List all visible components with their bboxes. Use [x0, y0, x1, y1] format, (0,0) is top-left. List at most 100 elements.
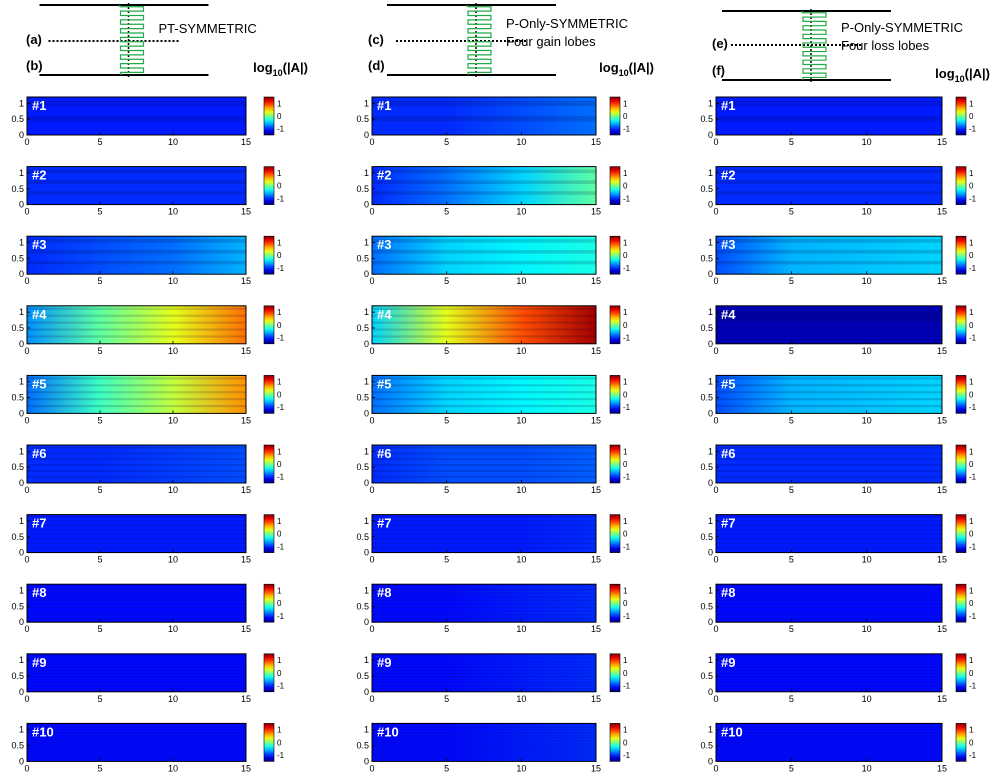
field-fringe [27, 688, 246, 690]
field-fringe [716, 617, 942, 619]
field-fringe [372, 588, 596, 590]
y-tick-label: 0 [708, 269, 713, 279]
x-tick-label: 5 [444, 624, 449, 634]
field-fringe [372, 391, 596, 394]
colorbar-tick-label: -1 [969, 473, 977, 482]
heatmap-field [372, 445, 596, 483]
y-tick-label: 0.5 [11, 462, 24, 472]
mode-label: #1 [721, 98, 735, 113]
colorbar-tick-label: 0 [277, 321, 282, 330]
colorbar [263, 653, 275, 693]
x-tick-label: 15 [591, 346, 601, 356]
field-fringe [716, 729, 942, 731]
heatmap-field [27, 584, 246, 623]
field-fringe [716, 452, 942, 455]
y-tick-label: 0 [19, 269, 24, 279]
field-fringe [716, 547, 942, 549]
field-fringe [27, 470, 246, 472]
colorbar-tick-label: -1 [277, 612, 285, 621]
field-fringe [27, 752, 246, 754]
heatmap-frame [26, 305, 247, 345]
field-fringe [372, 599, 596, 601]
x-tick-label: 0 [713, 485, 718, 495]
field-fringe [372, 239, 596, 243]
colorbar [955, 305, 967, 345]
x-tick-label: 10 [862, 415, 872, 425]
y-tick-label: 0.5 [700, 184, 713, 194]
y-tick-label: 1 [364, 655, 369, 665]
colorbar-tick-label: 1 [969, 517, 974, 526]
schematic-label: P-Only-SYMMETRIC [841, 20, 963, 35]
colorbar-tick-label: 1 [623, 447, 628, 456]
field-fringe [27, 734, 246, 736]
colorbar-tick-label: 1 [623, 308, 628, 317]
y-tick-label: 0 [19, 200, 24, 210]
y-tick-label: 0 [364, 200, 369, 210]
x-tick-label: 10 [516, 485, 526, 495]
field-fringe [716, 685, 942, 687]
colorbar-tick-label: -1 [623, 751, 631, 760]
colorbar-tick-label: 1 [277, 726, 282, 735]
x-tick-label: 10 [862, 485, 872, 495]
mode-label: #2 [32, 168, 46, 183]
schematic-index-profile [466, 5, 492, 75]
field-fringe [372, 547, 596, 549]
mode-panel-b-1 [26, 96, 275, 136]
x-tick-label: 0 [369, 694, 374, 704]
colorbar-quantity-label: log10(|A|) [253, 60, 308, 78]
colorbar-tick-label: 0 [277, 738, 282, 747]
heatmap-frame [371, 235, 597, 275]
mode-panel-d-3 [371, 235, 621, 275]
field-fringe [27, 755, 246, 757]
colorbar-tick-label: -1 [623, 333, 631, 342]
field-fringe [27, 592, 246, 594]
colorbar [609, 444, 621, 484]
y-tick-label: 0 [364, 269, 369, 279]
field-fringe [372, 180, 596, 184]
field-fringe [372, 752, 596, 754]
field-fringe [27, 169, 246, 174]
colorbar-tick-label: -1 [969, 194, 977, 203]
x-tick-label: 5 [789, 207, 794, 217]
colorbar-quantity-label: log10(|A|) [935, 66, 990, 84]
x-tick-label: 5 [97, 485, 102, 495]
field-fringe [372, 672, 596, 674]
colorbar-tick-label: -1 [277, 473, 285, 482]
y-tick-label: 0 [19, 478, 24, 488]
x-tick-label: 10 [862, 207, 872, 217]
field-fringe [27, 682, 246, 684]
field-fringe [27, 726, 246, 728]
field-fringe [372, 307, 596, 310]
y-tick-label: 1 [708, 238, 713, 248]
heatmap-field [716, 305, 942, 344]
field-fringe [372, 314, 596, 317]
x-tick-label: 5 [97, 207, 102, 217]
waveguide-schematic [39, 3, 209, 77]
y-tick-label: 0.5 [356, 532, 369, 542]
x-tick-label: 0 [369, 415, 374, 425]
y-tick-label: 0 [708, 687, 713, 697]
colorbar-tick-label: 0 [623, 599, 628, 608]
colorbar-tick-label: -1 [623, 681, 631, 690]
x-tick-label: 0 [713, 415, 718, 425]
field-fringe [372, 100, 596, 107]
field-fringe [372, 377, 596, 380]
mode-label: #7 [32, 516, 46, 531]
x-tick-label: 10 [168, 415, 178, 425]
field-fringe [372, 529, 596, 531]
colorbar-tick-label: -1 [969, 681, 977, 690]
field-fringe [716, 732, 942, 734]
heatmap-frame [371, 166, 597, 206]
field-fringe [27, 475, 246, 478]
y-tick-label: 0 [19, 130, 24, 140]
field-fringe [27, 249, 246, 254]
x-tick-label: 0 [713, 624, 718, 634]
colorbar [263, 723, 275, 762]
field-fringe [27, 724, 246, 726]
colorbar-tick-label: 1 [623, 378, 628, 387]
x-tick-label: 0 [713, 276, 718, 286]
mode-label: #3 [721, 237, 735, 252]
colorbar-tick-label: -1 [623, 473, 631, 482]
field-fringe [716, 191, 942, 195]
x-tick-label: 15 [241, 555, 251, 565]
